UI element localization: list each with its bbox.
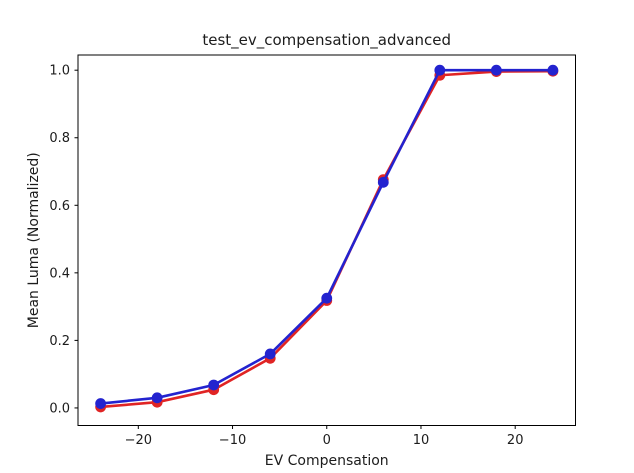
y-tick-label: 0.2 [49, 334, 70, 349]
blue-series-marker [547, 64, 559, 76]
blue-series-marker [490, 64, 502, 76]
x-tick-label: 10 [413, 433, 430, 448]
x-tick-label: −20 [125, 433, 152, 448]
y-tick-label: 0.8 [49, 131, 70, 146]
series-blue-series [95, 64, 559, 409]
blue-series-marker [434, 64, 446, 76]
y-tick-label: 0.6 [49, 199, 70, 214]
x-tick-label: −10 [219, 433, 246, 448]
x-axis: −20 −10 0 10 20 [125, 425, 524, 448]
plot-border [77, 54, 576, 426]
y-axis: 0.0 0.2 0.4 0.6 0.8 1.0 [49, 64, 78, 416]
blue-series-marker [208, 379, 220, 391]
blue-series-marker [264, 348, 276, 360]
y-tick-label: 0.0 [49, 401, 70, 416]
y-tick-label: 0.4 [49, 266, 70, 281]
blue-series-line [99, 68, 555, 405]
series-layer [95, 64, 559, 413]
red-series-line [99, 69, 555, 409]
blue-series-marker [377, 176, 389, 188]
axes-layer [77, 54, 576, 426]
y-tick-label: 1.0 [49, 64, 70, 79]
blue-series-marker [95, 398, 107, 409]
x-axis-label: EV Compensation [265, 453, 389, 469]
x-tick-label: 0 [323, 433, 331, 448]
y-axis-label: Mean Luma (Normalized) [26, 152, 42, 328]
x-tick-label: 20 [507, 433, 524, 448]
chart-title: test_ev_compensation_advanced [202, 31, 451, 50]
blue-series-marker [321, 292, 333, 304]
series-red-series [95, 65, 559, 413]
blue-series-marker [151, 392, 163, 404]
